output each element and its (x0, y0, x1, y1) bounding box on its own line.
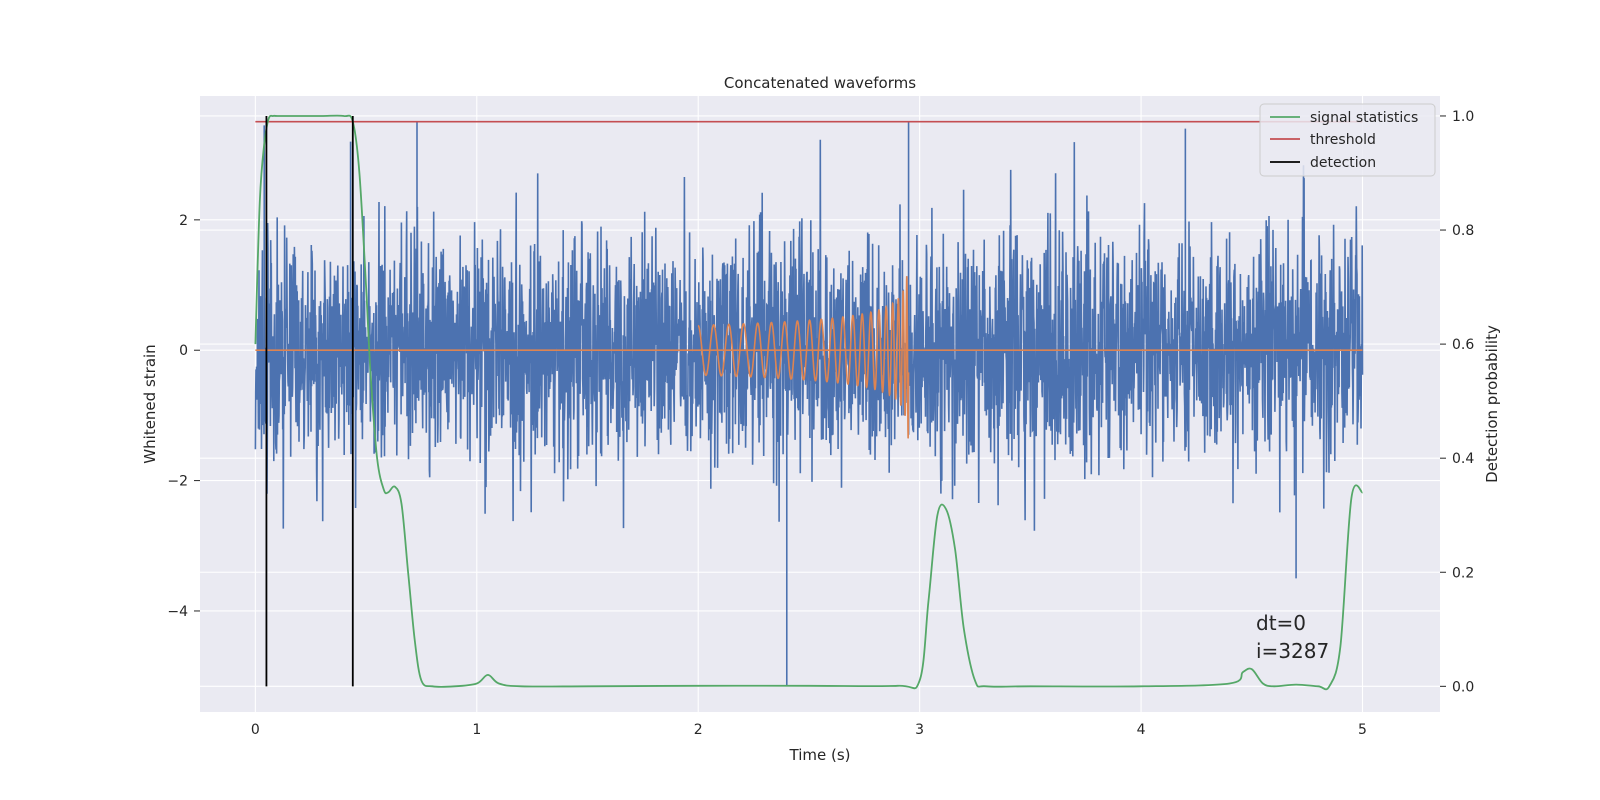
y2-axis-label: Detection probability (1483, 325, 1501, 483)
y2-tick-label: 0.2 (1452, 565, 1474, 581)
x-tick-label: 4 (1137, 722, 1146, 738)
annotation-dt: dt=0 (1256, 611, 1306, 635)
y-tick-label: 2 (179, 213, 188, 229)
x-tick-label: 1 (472, 722, 481, 738)
x-axis-label: Time (s) (789, 746, 851, 764)
legend-box (1259, 103, 1436, 177)
y-tick-label: −4 (167, 604, 188, 620)
y2-tick-label: 1.0 (1452, 109, 1474, 125)
y-tick-label: −2 (167, 474, 188, 490)
y2-tick-label: 0.4 (1452, 451, 1474, 467)
annotation-i: i=3287 (1256, 639, 1329, 663)
legend-label-detection: detection (1310, 155, 1376, 171)
chart-title: Concatenated waveforms (724, 74, 916, 92)
ticks: 0 1 2 3 4 5 2 0 −2 −4 1.0 0.8 0.6 0.4 0.2 0.0 (167, 109, 1474, 738)
x-tick-label: 0 (251, 722, 260, 738)
legend-label-signal-statistics: signal statistics (1310, 110, 1418, 126)
y2-tick-label: 0.0 (1452, 679, 1474, 695)
signal-statistics-line (254, 114, 1364, 691)
legend: signal statistics threshold detection (1259, 103, 1436, 177)
injection-chirp (697, 276, 910, 439)
strain-series (254, 139, 1364, 531)
y2-tick-label: 0.8 (1452, 223, 1474, 239)
x-tick-label: 3 (915, 722, 924, 738)
y2-tick-label: 0.6 (1452, 337, 1474, 353)
x-tick-label: 2 (694, 722, 703, 738)
y-tick-label: 0 (179, 343, 188, 359)
y-axis-label: Whitened strain (141, 344, 159, 463)
legend-label-threshold: threshold (1310, 132, 1376, 148)
x-tick-label: 5 (1358, 722, 1367, 738)
